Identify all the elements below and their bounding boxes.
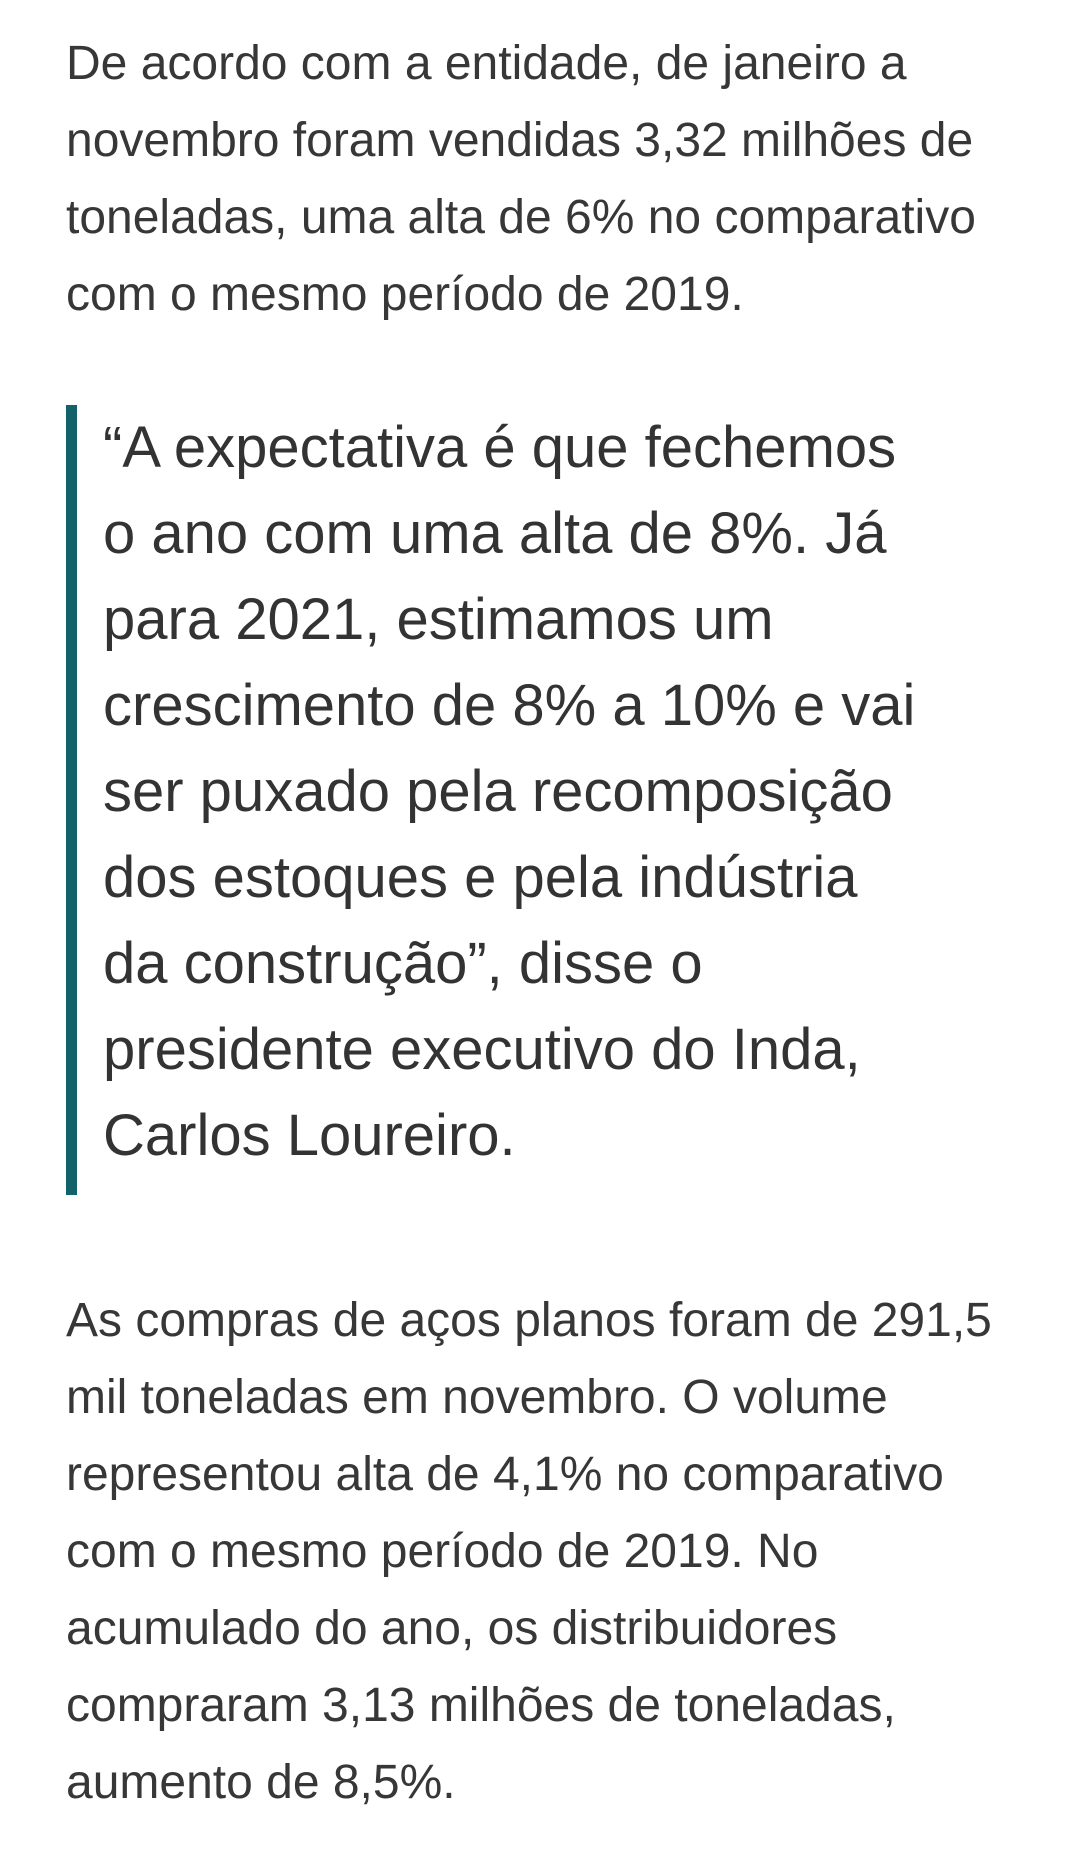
paragraph-sales-total: De acordo com a entidade, de janeiro a n… [66,37,976,321]
pull-quote: “A expectativa é que fechemos o ano com … [66,405,925,1195]
paragraph-flat-steel: As compras de aços planos foram de 291,5… [66,1294,992,1809]
pull-quote-text: “A expectativa é que fechemos o ano com … [103,415,916,1168]
